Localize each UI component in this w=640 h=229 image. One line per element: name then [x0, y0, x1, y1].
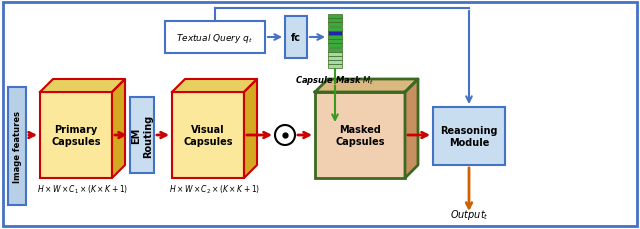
Bar [433, 108, 505, 165]
Polygon shape [405, 80, 418, 178]
Bar [328, 61, 342, 65]
Text: EM
Routing: EM Routing [131, 114, 153, 157]
Bar [172, 93, 244, 178]
Text: Reasoning
Module: Reasoning Module [440, 126, 498, 147]
Bar [328, 53, 342, 57]
Polygon shape [244, 80, 257, 178]
Polygon shape [112, 80, 125, 178]
Circle shape [275, 125, 295, 145]
Text: $Output_t$: $Output_t$ [450, 207, 488, 221]
Text: Textual Query $q_t$: Textual Query $q_t$ [177, 31, 253, 44]
Text: Primary
Capsules: Primary Capsules [51, 125, 100, 146]
Bar [328, 19, 342, 23]
Bar [40, 93, 112, 178]
Bar [328, 40, 342, 44]
Bar [328, 32, 342, 35]
Bar [165, 22, 265, 54]
Polygon shape [40, 80, 125, 93]
Bar [328, 48, 342, 52]
Bar [328, 44, 342, 48]
Bar [328, 57, 342, 61]
Text: fc: fc [291, 33, 301, 43]
Bar [8, 88, 26, 205]
Text: Visual
Capsules: Visual Capsules [183, 125, 233, 146]
Bar [130, 98, 154, 173]
Text: $H \times W \times C_2 \times (K \times K + 1)$: $H \times W \times C_2 \times (K \times … [169, 183, 260, 196]
Polygon shape [315, 80, 418, 93]
Bar [328, 23, 342, 27]
Bar [328, 36, 342, 40]
Polygon shape [172, 80, 257, 93]
Text: $H \times W \times C_1 \times (K \times K + 1)$: $H \times W \times C_1 \times (K \times … [37, 183, 128, 196]
Bar [328, 27, 342, 31]
Bar [285, 17, 307, 59]
Bar [328, 65, 342, 69]
Text: Masked
Capsules: Masked Capsules [335, 125, 385, 146]
Text: Image features: Image features [13, 111, 22, 182]
Text: Capsule Mask $M_t$: Capsule Mask $M_t$ [295, 73, 374, 86]
Bar [315, 93, 405, 178]
Bar [328, 15, 342, 19]
